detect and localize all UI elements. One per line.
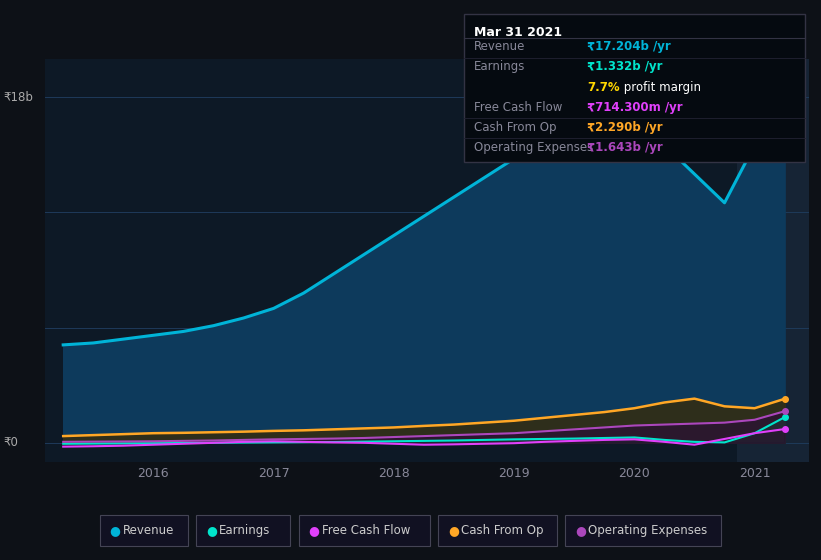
- Text: ₹2.290b /yr: ₹2.290b /yr: [587, 121, 663, 134]
- Bar: [736, 59, 809, 462]
- Text: ●: ●: [206, 524, 217, 537]
- Text: ₹0: ₹0: [3, 436, 18, 449]
- Text: Operating Expenses: Operating Expenses: [474, 141, 593, 154]
- Text: ₹18b: ₹18b: [3, 91, 33, 104]
- Text: ●: ●: [109, 524, 120, 537]
- Text: ₹17.204b /yr: ₹17.204b /yr: [587, 40, 671, 53]
- Text: profit margin: profit margin: [620, 81, 701, 94]
- Text: 7.7%: 7.7%: [587, 81, 620, 94]
- Text: Earnings: Earnings: [474, 60, 525, 73]
- Text: ●: ●: [309, 524, 319, 537]
- Text: ●: ●: [448, 524, 459, 537]
- Text: Free Cash Flow: Free Cash Flow: [474, 101, 562, 114]
- Text: ₹1.643b /yr: ₹1.643b /yr: [587, 141, 663, 154]
- Text: Cash From Op: Cash From Op: [474, 121, 556, 134]
- Text: ₹714.300m /yr: ₹714.300m /yr: [587, 101, 682, 114]
- Text: Revenue: Revenue: [122, 524, 174, 537]
- Text: Earnings: Earnings: [219, 524, 270, 537]
- Text: ●: ●: [576, 524, 586, 537]
- Text: Mar 31 2021: Mar 31 2021: [474, 26, 562, 39]
- Text: Free Cash Flow: Free Cash Flow: [322, 524, 410, 537]
- Text: Cash From Op: Cash From Op: [461, 524, 544, 537]
- Text: ₹1.332b /yr: ₹1.332b /yr: [587, 60, 663, 73]
- Text: Operating Expenses: Operating Expenses: [589, 524, 708, 537]
- Text: Revenue: Revenue: [474, 40, 525, 53]
